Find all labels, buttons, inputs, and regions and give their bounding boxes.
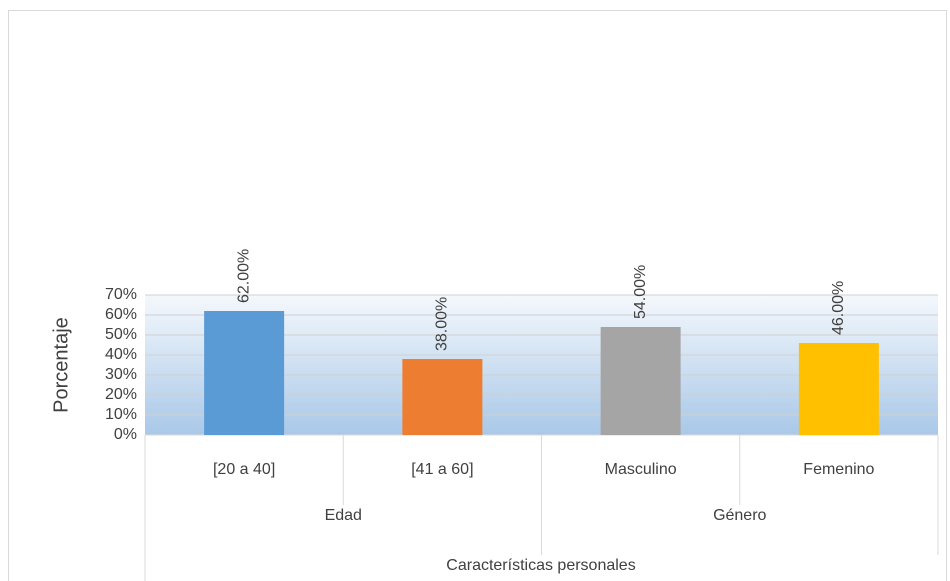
y-tick-label: 20% xyxy=(105,386,137,403)
x-tick-label: Femenino xyxy=(803,461,874,478)
value-label: 38.00% xyxy=(434,297,451,351)
y-tick-label: 0% xyxy=(114,426,137,443)
y-tick-label: 70% xyxy=(105,286,137,303)
bar xyxy=(600,327,681,435)
x-tick-label: Masculino xyxy=(605,461,677,478)
group-label: Edad xyxy=(325,507,362,524)
y-tick-label: 50% xyxy=(105,326,137,343)
bar xyxy=(402,359,483,435)
y-tick-label: 30% xyxy=(105,366,137,383)
value-label: 46.00% xyxy=(830,281,847,335)
value-label: 54.00% xyxy=(632,265,649,319)
value-label: 62.00% xyxy=(235,249,252,303)
y-tick-label: 10% xyxy=(105,406,137,423)
y-tick-label: 40% xyxy=(105,346,137,363)
y-axis-title: Porcentaje xyxy=(50,317,72,413)
x-tick-label: [20 a 40] xyxy=(213,461,275,478)
y-tick-label: 60% xyxy=(105,306,137,323)
x-tick-label: [41 a 60] xyxy=(411,461,473,478)
x-axis-title: Características personales xyxy=(446,557,635,574)
group-label: Género xyxy=(713,507,766,524)
bar xyxy=(204,311,285,435)
bar xyxy=(798,343,879,435)
